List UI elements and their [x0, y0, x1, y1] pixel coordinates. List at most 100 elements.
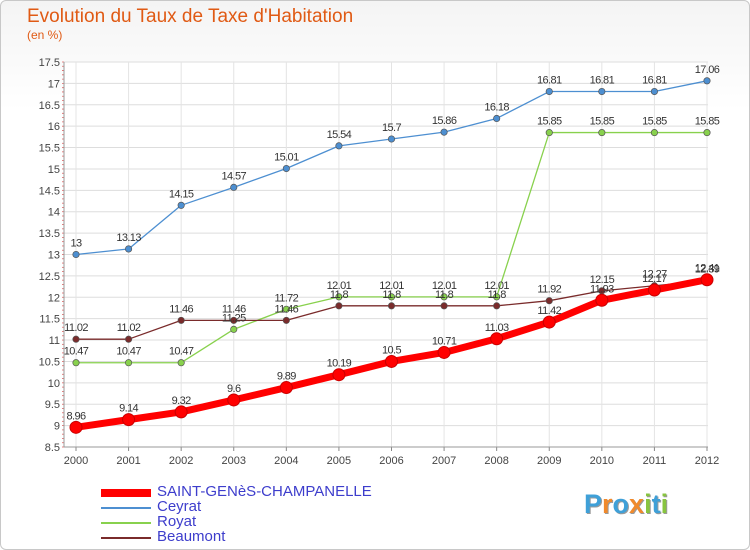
x-tick-label: 2009 — [537, 455, 561, 467]
legend-swatch — [101, 537, 151, 539]
data-point — [72, 250, 80, 259]
legend-label: Beaumont — [157, 528, 226, 545]
data-point — [493, 293, 501, 301]
data-point — [387, 293, 396, 301]
data-point — [282, 305, 290, 313]
proxiti-logo: Proxiti — [584, 489, 668, 520]
data-label: 15.85 — [590, 116, 615, 128]
data-label: 12.01 — [484, 280, 509, 292]
data-label: 12.01 — [432, 280, 457, 292]
data-label: 9.6 — [227, 383, 241, 395]
data-label: 10.47 — [116, 346, 141, 358]
data-point — [227, 393, 241, 407]
logo-letter: x — [629, 489, 645, 519]
data-point — [545, 87, 553, 96]
data-label: 13 — [70, 238, 82, 250]
data-point — [69, 420, 83, 434]
data-point — [230, 325, 238, 333]
data-point — [700, 273, 714, 287]
data-label: 11.46 — [222, 303, 246, 315]
data-point — [335, 142, 343, 150]
chart-title: Evolution du Taux de Taxe d'Habitation — [27, 6, 354, 27]
data-label: 12.39 — [695, 264, 720, 276]
data-point — [598, 87, 606, 96]
data-point — [387, 302, 396, 310]
data-point — [703, 77, 711, 85]
x-tick-label: 2010 — [590, 455, 614, 467]
data-label: 11.8 — [382, 289, 401, 301]
logo-letter: t — [651, 489, 661, 519]
logo-letter: P — [584, 489, 603, 519]
legend-label: SAINT-GENèS-CHAMPANELLE — [157, 483, 372, 500]
data-point — [545, 297, 553, 305]
x-tick-label: 2006 — [379, 455, 403, 467]
data-point — [493, 114, 501, 123]
data-label: 11.8 — [488, 289, 507, 301]
data-point — [335, 302, 343, 310]
data-label: 16.81 — [642, 75, 667, 87]
data-point — [545, 129, 553, 137]
y-tick-label: 15 — [48, 164, 60, 176]
data-label: 15.54 — [327, 129, 352, 141]
legend-swatch — [101, 507, 151, 509]
y-tick-label: 15.5 — [39, 143, 60, 155]
y-tick-label: 9 — [54, 421, 60, 433]
data-label: 11.8 — [330, 289, 349, 301]
data-label: 10.71 — [432, 335, 457, 347]
data-label: 12.17 — [642, 273, 667, 285]
data-label: 11.46 — [274, 303, 298, 315]
data-label: 12.41 — [695, 263, 720, 275]
y-tick-label: 13 — [48, 250, 60, 262]
logo-letter: i — [660, 489, 669, 519]
x-tick-label: 2000 — [64, 455, 88, 467]
data-label: 15.85 — [537, 116, 562, 128]
legend-swatch — [101, 522, 151, 524]
data-point — [122, 413, 136, 427]
data-point — [542, 315, 556, 329]
data-point — [125, 335, 133, 343]
data-point — [598, 129, 606, 137]
data-point — [440, 293, 448, 301]
data-point — [703, 129, 711, 137]
data-point — [125, 245, 133, 253]
data-label: 11.46 — [169, 303, 193, 315]
data-label: 12.27 — [642, 269, 667, 281]
data-label: 11.92 — [537, 284, 561, 296]
data-point — [177, 359, 185, 367]
y-tick-label: 17 — [48, 78, 60, 90]
y-tick-label: 16 — [48, 121, 60, 133]
data-point — [650, 87, 658, 96]
data-point — [440, 302, 448, 310]
chart-subtitle: (en %) — [27, 28, 63, 42]
data-point — [230, 183, 238, 191]
y-tick-label: 17.5 — [39, 57, 60, 69]
data-label: 10.19 — [327, 358, 352, 370]
data-label: 9.32 — [172, 395, 191, 407]
data-point — [647, 283, 661, 297]
data-label: 15.7 — [382, 122, 401, 134]
legend-swatch — [101, 489, 151, 497]
data-label: 11.02 — [117, 322, 141, 334]
data-label: 11.8 — [435, 289, 454, 301]
y-tick-label: 8.5 — [45, 442, 60, 454]
data-label: 15.86 — [432, 115, 457, 127]
logo-letter: r — [602, 489, 613, 519]
data-label: 14.57 — [221, 170, 246, 182]
data-point — [174, 405, 188, 419]
y-tick-label: 14 — [48, 207, 60, 219]
data-label: 11.93 — [590, 283, 614, 295]
data-point — [440, 128, 448, 136]
y-tick-label: 16.5 — [39, 100, 60, 112]
x-tick-label: 2012 — [695, 455, 719, 467]
data-point — [387, 135, 396, 143]
x-tick-label: 2004 — [274, 455, 298, 467]
logo-letter: o — [612, 489, 630, 519]
data-label: 12.15 — [590, 274, 615, 286]
y-tick-label: 13.5 — [39, 228, 60, 240]
x-tick-label: 2011 — [643, 455, 667, 467]
data-point — [72, 335, 80, 343]
data-label: 15.01 — [274, 152, 299, 164]
data-point — [72, 359, 80, 367]
